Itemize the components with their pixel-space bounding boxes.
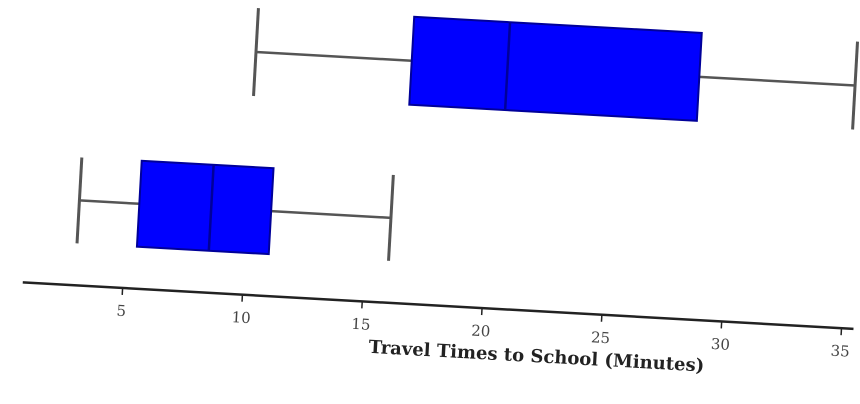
max-cap [851, 41, 860, 130]
min-cap [75, 157, 84, 244]
x-tick-label: 20 [471, 322, 491, 341]
x-axis-title: Travel Times to School (Minutes) [368, 337, 705, 377]
x-tick-label: 15 [351, 315, 371, 334]
plot-area [75, 8, 860, 261]
median-line [503, 22, 512, 111]
lower-whisker [79, 199, 140, 206]
max-cap [387, 174, 395, 261]
iqr-box [408, 15, 703, 122]
iqr-box [135, 159, 275, 256]
upper-whisker [699, 75, 856, 87]
x-tick-label: 5 [116, 302, 127, 321]
min-cap [252, 8, 260, 97]
x-axis-line [22, 281, 854, 331]
lower-whisker [255, 50, 412, 63]
x-tick-label: 35 [830, 342, 850, 361]
x-axis: 5 10 15 20 25 30 35 [22, 281, 854, 361]
upper-whisker [271, 209, 392, 220]
median-line [207, 164, 215, 251]
x-tick-label: 25 [591, 328, 611, 347]
x-tick-label: 10 [231, 308, 251, 327]
x-tick-label: 30 [710, 335, 730, 354]
